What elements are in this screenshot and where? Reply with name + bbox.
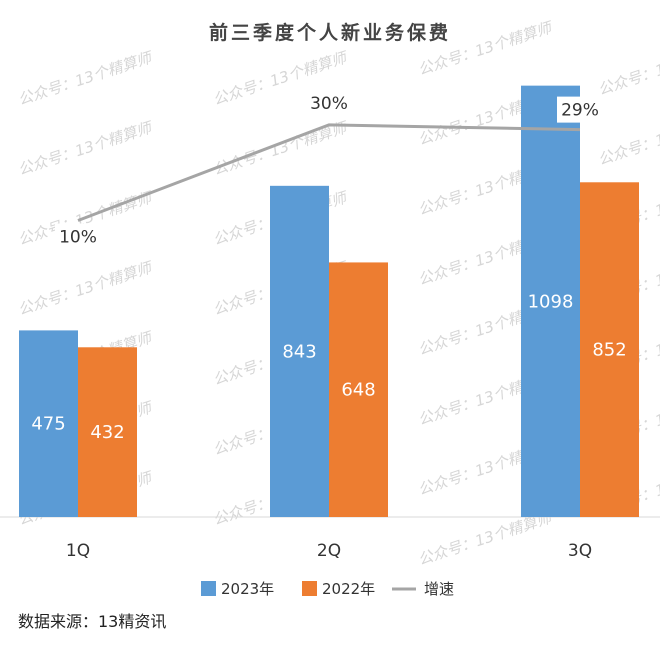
bar-2022年-3Q bbox=[580, 182, 639, 518]
bar-2022年-1Q bbox=[78, 347, 137, 517]
source-note: 数据来源：13精资讯 bbox=[18, 612, 166, 631]
x-tick-label: 2Q bbox=[317, 541, 341, 561]
bar-2022年-2Q bbox=[329, 262, 388, 517]
rate-label: 29% bbox=[561, 101, 599, 121]
legend-swatch bbox=[302, 581, 317, 596]
bar-2023年-1Q bbox=[19, 330, 78, 517]
watermark-text: 公众号：13个精算师 bbox=[16, 118, 157, 179]
bar-value-label: 475 bbox=[31, 414, 65, 435]
rate-label-bg bbox=[55, 223, 101, 250]
bar-value-label: 1098 bbox=[528, 291, 574, 312]
legend-label: 2022年 bbox=[322, 580, 375, 598]
watermark-text: 公众号：13个精算师 bbox=[596, 38, 660, 99]
watermark-text: 公众号：13个精算师 bbox=[211, 118, 352, 179]
growth-line-layer bbox=[77, 123, 581, 222]
legend-swatch bbox=[201, 581, 216, 596]
x-tick-label: 3Q bbox=[568, 541, 592, 561]
legend-label: 增速 bbox=[424, 580, 454, 598]
watermark-text: 公众号：13个精算师 bbox=[596, 108, 660, 169]
watermark-text: 公众号：13个精算师 bbox=[16, 258, 157, 319]
x-tick-layer: 1Q 2Q 3Q bbox=[66, 541, 592, 561]
rate-label-bg bbox=[306, 89, 352, 116]
legend-label: 2023年 bbox=[221, 580, 274, 598]
rate-label: 30% bbox=[310, 94, 348, 114]
legend: 2023年 2022年 增速 bbox=[201, 580, 454, 598]
labels-layer: 475 843 1098 432 648 852 10% 30% 29% bbox=[31, 89, 627, 443]
bar-value-label: 648 bbox=[341, 380, 375, 401]
bar-value-label: 432 bbox=[90, 422, 124, 443]
rate-label: 10% bbox=[59, 227, 97, 247]
watermark-text: 公众号：13个精算师 bbox=[16, 48, 157, 109]
bars-layer bbox=[19, 85, 639, 518]
growth-rate-line bbox=[77, 123, 581, 222]
bar-value-label: 843 bbox=[282, 341, 316, 362]
rate-label-bg bbox=[557, 96, 603, 123]
chart-title: 前三季度个人新业务保费 bbox=[209, 21, 451, 44]
bar-value-label: 852 bbox=[592, 340, 626, 361]
bar-2023年-3Q bbox=[521, 85, 580, 518]
bar-2023年-2Q bbox=[270, 185, 329, 518]
x-tick-label: 1Q bbox=[66, 541, 90, 561]
